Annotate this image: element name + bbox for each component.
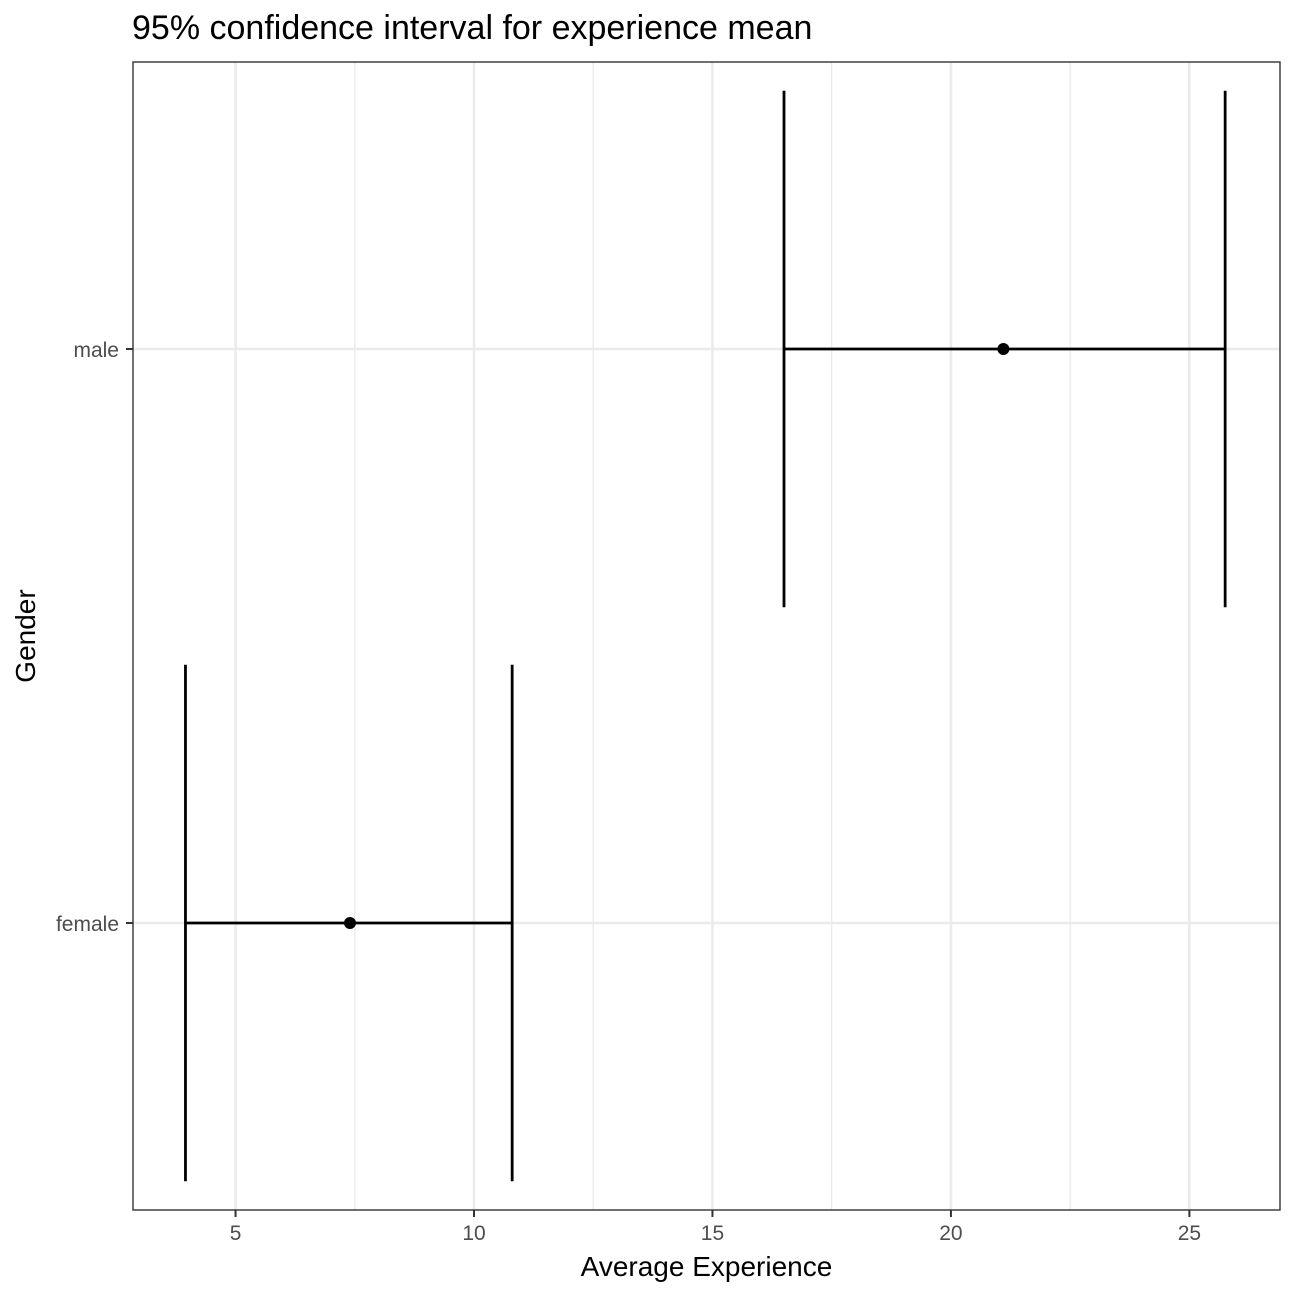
mean-point-male [997, 343, 1010, 355]
x-tick-label: 10 [462, 1222, 485, 1245]
chart-title: 95% confidence interval for experience m… [132, 9, 812, 47]
x-tick-label: 5 [230, 1222, 242, 1245]
x-axis: 5 10 15 20 25 [230, 1210, 1201, 1245]
x-tick-label: 15 [701, 1222, 724, 1245]
x-tick-label: 25 [1178, 1222, 1201, 1245]
y-tick-label-female: female [56, 913, 119, 936]
panel-border [132, 61, 1281, 1211]
x-tick-label: 20 [939, 1222, 962, 1245]
plot-panel [133, 62, 1280, 1210]
y-tick-label-male: male [73, 339, 119, 362]
y-axis-title: Gender [10, 589, 41, 682]
y-axis: female male [56, 339, 133, 936]
mean-point-female [344, 917, 356, 929]
error-bars [184, 90, 1227, 1182]
x-axis-title: Average Experience [581, 1251, 833, 1282]
minor-gridlines [354, 62, 1071, 1210]
major-gridlines-x [234, 62, 1191, 1210]
